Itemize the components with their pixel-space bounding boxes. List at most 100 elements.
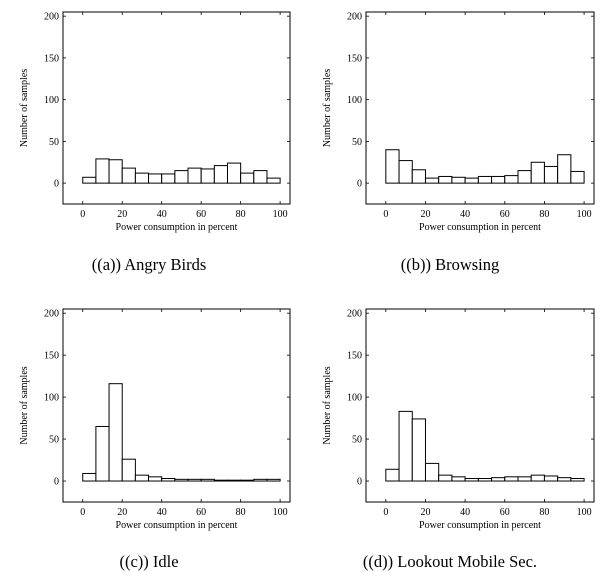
x-tick-label: 80 [539,209,549,220]
y-tick-label: 100 [347,95,362,106]
y-tick-label: 50 [49,435,59,446]
y-tick-label: 50 [352,435,362,446]
histogram-bar [187,478,202,482]
bars [82,383,281,482]
histogram-bar [213,165,229,184]
histogram-bar [398,160,413,184]
y-axis-label: Number of samples [322,366,333,444]
histogram-bar [530,474,545,482]
y-tick-label: 200 [347,309,362,320]
y-tick-label: 50 [49,137,59,148]
histogram-bar [187,167,202,184]
x-tick-label: 80 [236,507,246,518]
histogram-bar [134,474,150,482]
subfigure-caption: ((a)) Angry Birds [92,255,207,274]
histogram-bar [424,177,440,184]
histogram-bar [385,149,400,184]
bars [385,410,585,482]
histogram-bar [477,175,493,184]
histogram-bar [174,170,189,184]
x-tick-label: 60 [196,209,206,220]
y-tick-label: 0 [54,179,59,190]
x-tick-label: 0 [80,209,85,220]
y-tick-label: 200 [347,12,362,23]
y-tick-label: 150 [44,351,59,362]
histogram-bar [504,476,519,482]
x-tick-label: 100 [577,507,592,518]
histogram-bar [517,476,532,482]
x-tick-label: 0 [80,507,85,518]
histogram-bar [253,170,268,184]
histogram-bar [411,169,426,184]
histogram-bar [451,476,466,482]
bars [385,149,585,184]
histogram-bar [385,468,400,482]
histogram-bar [570,478,585,482]
histogram-bar [134,172,150,184]
x-tick-label: 100 [273,507,288,518]
y-tick-label: 0 [357,477,362,488]
histogram-bar [557,477,572,482]
y-tick-label: 0 [357,179,362,190]
histogram-bar [148,173,163,184]
x-tick-label: 40 [157,209,167,220]
y-tick-label: 0 [54,477,59,488]
x-tick-label: 80 [539,507,549,518]
histogram-bar [517,170,532,184]
chart-2: 0 20 40 60 80 100 0 50 100 150 200 Power consumptio… [322,11,595,274]
histogram-bar [570,170,585,184]
histogram-bar [491,477,506,482]
histogram-bar [424,462,440,482]
plot-frame [365,308,595,503]
y-axis-label: Number of samples [19,366,30,444]
y-tick-label: 100 [44,95,59,106]
x-tick-label: 60 [196,507,206,518]
histogram-bar [451,176,466,184]
histogram-bar [213,479,229,482]
histogram-bar [557,154,572,184]
histogram-bar [121,458,136,482]
histogram-bar [95,158,110,184]
plot-frame [62,308,291,503]
x-tick-label: 20 [420,507,430,518]
histogram-bar [543,475,559,482]
x-tick-label: 60 [500,209,510,220]
histogram-bar [438,175,453,184]
histogram-bar [226,162,242,184]
histogram-bar [504,175,519,184]
histogram-bar [161,173,176,184]
x-tick-label: 20 [117,507,127,518]
histogram-bar [464,478,479,482]
histogram-bar [226,479,242,482]
x-tick-label: 0 [383,507,388,518]
histogram-bar [464,177,479,184]
y-tick-label: 150 [44,53,59,64]
histogram-bar [174,478,189,482]
x-tick-label: 80 [236,209,246,220]
y-tick-label: 150 [347,351,362,362]
plot-frame [62,11,291,205]
y-tick-label: 100 [347,393,362,404]
histogram-bar [543,165,559,184]
subfigure-caption: ((b)) Browsing [401,255,500,274]
histogram-bar [108,159,123,184]
histogram-bar [398,410,413,482]
x-tick-label: 20 [420,209,430,220]
histogram-bar [253,478,268,482]
histogram-bar [82,472,97,482]
histogram-bar [266,478,281,482]
bars [82,158,281,184]
y-tick-label: 200 [44,12,59,23]
subfigure-caption: ((d)) Lookout Mobile Sec. [363,552,537,571]
subfigure-caption: ((c)) Idle [119,552,178,571]
chart-4: 0 20 40 60 80 100 0 50 100 150 200 Power consumptio… [322,308,595,571]
histogram-bar [530,161,545,184]
x-tick-label: 100 [577,209,592,220]
histogram-bar [121,167,136,184]
histogram-bar [95,425,110,482]
chart-3: 0 20 40 60 80 100 0 50 100 150 200 Power consumptio… [19,308,291,571]
x-tick-label: 20 [117,209,127,220]
histogram-bar [266,177,281,184]
y-tick-label: 200 [44,309,59,320]
